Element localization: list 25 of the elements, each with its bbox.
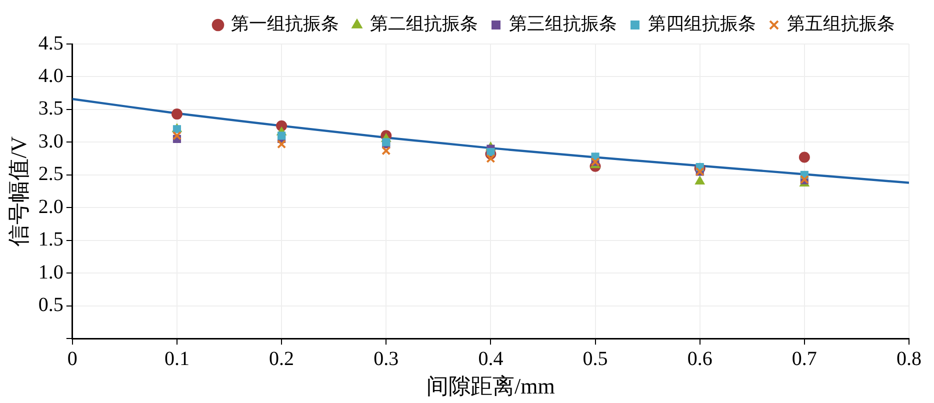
y-tick-label: 2.5 [38, 163, 64, 186]
y-tick-label: 3.5 [38, 98, 64, 120]
x-tick-label: 0.5 [582, 348, 608, 370]
y-tick-label: 0.5 [38, 294, 64, 316]
x-tick-label: 0.3 [374, 348, 399, 370]
legend-label: 第五组抗振条 [787, 14, 895, 34]
legend-label: 第二组抗振条 [370, 14, 478, 34]
y-tick-label: 4.5 [38, 32, 64, 54]
x-tick-label: 0.4 [478, 348, 504, 370]
x-tick-label: 0.2 [269, 348, 294, 370]
y-tick-label: 3.0 [38, 130, 64, 152]
x-tick-label: 0 [67, 348, 78, 370]
y-axis-title: 信号幅值/V [6, 136, 31, 246]
x-tick-label: 0.1 [164, 348, 190, 370]
x-tick-label: 0.7 [792, 348, 817, 370]
legend-label: 第三组抗振条 [509, 14, 617, 34]
y-tick-label: 1.5 [38, 228, 64, 251]
x-tick-label: 0.8 [896, 348, 922, 370]
y-tick-label: 1.0 [38, 261, 64, 284]
legend-label: 第四组抗振条 [648, 14, 756, 34]
x-tick-label: 0.6 [687, 348, 712, 370]
y-tick-label: 2.0 [38, 196, 64, 218]
x-axis-title: 间隙距离/mm [426, 374, 555, 399]
y-tick-label: 4.0 [38, 64, 64, 87]
legend-label: 第一组抗振条 [231, 14, 339, 34]
